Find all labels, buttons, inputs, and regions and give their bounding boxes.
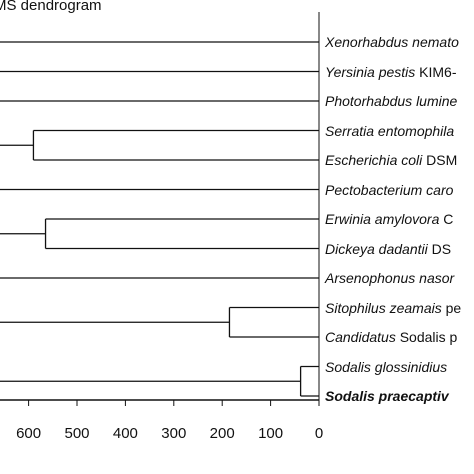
taxon-strain: DSM — [422, 152, 458, 168]
taxon-strain: DS — [427, 240, 452, 257]
taxon-label: Xenorhabdus nemato — [325, 34, 459, 50]
x-tick-label: 0 — [314, 425, 324, 442]
taxon-label: Pectobacterium caro — [325, 182, 453, 198]
figure-title: MS dendrogram — [0, 0, 102, 14]
taxon-label: Escherichia coli DSM — [325, 152, 457, 168]
taxon-label: Sodalis praecaptiv — [325, 388, 449, 404]
taxon-label: Serratia entomophila — [325, 123, 454, 139]
taxon-strain: pe — [441, 299, 462, 316]
taxon-name: Yersinia pestis — [325, 63, 416, 80]
x-tick-label: 300 — [161, 425, 187, 442]
taxon-label: Sodalis glossinidius — [325, 359, 447, 375]
taxon-name: Candidatus — [325, 329, 396, 345]
taxon-name: Photorhabdus lumine — [325, 93, 458, 109]
taxon-name: Escherichia coli — [325, 152, 423, 168]
taxon-name: Sitophilus zeamais — [325, 299, 442, 316]
taxon-label: Photorhabdus lumine — [325, 93, 457, 109]
x-tick-label: 200 — [209, 425, 235, 442]
taxon-name: Xenorhabdus nemato — [325, 34, 459, 50]
taxon-name: Arsenophonus nasor — [325, 270, 455, 286]
taxon-name: Sodalis glossinidius — [325, 358, 448, 375]
taxon-label: Erwinia amylovora C — [325, 211, 453, 227]
taxon-name: Serratia entomophila — [325, 122, 455, 139]
taxon-strain: Sodalis p — [395, 329, 458, 345]
taxon-strain: KIM6- — [415, 63, 457, 80]
taxon-name: Erwinia amylovora — [325, 211, 440, 227]
taxon-label: Arsenophonus nasor — [325, 270, 454, 286]
taxon-strain: C — [439, 211, 454, 227]
x-tick-label: 400 — [112, 425, 138, 442]
taxon-name: Sodalis praecaptiv — [325, 388, 449, 404]
taxon-name: Dickeya dadantii — [325, 240, 428, 257]
x-tick-label: 500 — [64, 425, 90, 442]
x-tick-label: 600 — [16, 425, 42, 442]
taxon-label: Candidatus Sodalis p — [325, 329, 457, 345]
taxon-label: Yersinia pestis KIM6- — [325, 64, 457, 80]
taxon-label: Sitophilus zeamais pe — [325, 300, 461, 316]
x-tick-label: 100 — [258, 425, 284, 442]
taxon-label: Dickeya dadantii DS — [325, 241, 451, 257]
taxon-name: Pectobacterium caro — [325, 181, 454, 198]
